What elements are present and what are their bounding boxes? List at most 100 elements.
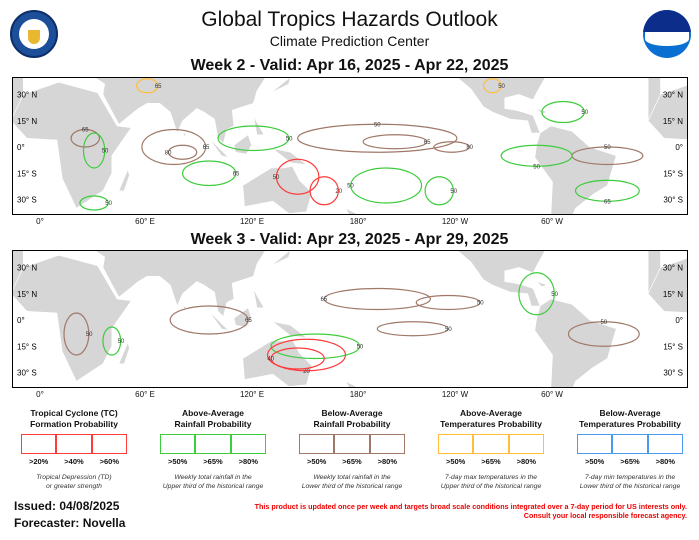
- lat-label: 30° N: [663, 91, 683, 100]
- land-shape: [253, 288, 265, 309]
- contour-label: 50: [581, 110, 588, 116]
- land-shape: [13, 81, 132, 209]
- legend-desc: Weekly total rainfall in the Lower third …: [301, 474, 403, 490]
- contour-label: 50: [273, 175, 280, 181]
- lon-label: 180°: [349, 390, 367, 399]
- lat-label: 15° N: [17, 290, 37, 299]
- legend-pct: >65%: [481, 457, 501, 466]
- land-shape: [233, 134, 252, 155]
- legend-swatches: [160, 434, 266, 454]
- lat-label: 0°: [17, 143, 25, 152]
- legend-pct: >65%: [203, 457, 223, 466]
- land-shape: [242, 165, 313, 214]
- below-rain-contour: [376, 321, 449, 337]
- contour-label: 65: [321, 297, 328, 303]
- issued-date: Issued: 04/08/2025: [14, 499, 120, 513]
- lat-label: 15° S: [663, 169, 683, 178]
- disclaimer-line: This product is updated once per week an…: [254, 502, 687, 511]
- contour-label: 50: [86, 332, 93, 338]
- lon-label: 120° W: [441, 390, 469, 399]
- lon-label: 180°: [349, 217, 367, 226]
- lat-label: 15° S: [17, 342, 37, 351]
- below-rain-contour: [169, 305, 249, 335]
- contour-label: 65: [82, 128, 89, 134]
- page-title: Global Tropics Hazards Outlook: [201, 8, 498, 31]
- legend-pct: >40%: [64, 457, 84, 466]
- noaa-logo: [643, 10, 691, 58]
- legend-pct: >65%: [620, 457, 640, 466]
- contour-label: 50: [357, 344, 364, 350]
- above-rain-contour: [500, 144, 573, 167]
- contour-label: 40: [267, 357, 274, 363]
- land-shape: [13, 254, 132, 382]
- below-rain-contour: [433, 141, 470, 153]
- week3-map: 65 65 50 50 50 50 50 50 50 20 40 30° N 30° N 15° N 15°…: [12, 250, 688, 388]
- legend-pct: >80%: [655, 457, 676, 466]
- page-subtitle: Climate Prediction Center: [269, 33, 430, 49]
- legend-title: Below-Average Rainfall Probability: [313, 408, 391, 429]
- land-shape: [344, 207, 357, 214]
- above-rain-contour: [541, 100, 585, 124]
- contour-label: 50: [601, 320, 608, 326]
- below-rain-contour: [167, 144, 198, 160]
- lon-label: 120° W: [441, 217, 469, 226]
- contour-label: 50: [374, 122, 381, 128]
- below-rain-contour: [141, 128, 207, 166]
- contour-label: 65: [424, 140, 431, 146]
- lat-label: 30° S: [663, 196, 683, 205]
- week2-title: Week 2 - Valid: Apr 16, 2025 - Apr 22, 2…: [190, 57, 509, 74]
- land-shape: [272, 148, 308, 165]
- legend-desc: Tropical Depression (TD) or greater stren…: [36, 474, 112, 490]
- tc-contour: [266, 338, 347, 372]
- doc-seal-logo: [10, 10, 58, 58]
- contour-label: 50: [347, 184, 354, 190]
- below-rain-contour: [323, 287, 431, 311]
- land-shape: [270, 251, 291, 267]
- land-shape: [270, 78, 291, 94]
- tc-contour: [275, 158, 320, 195]
- contour-label: 65: [233, 171, 240, 177]
- above-rain-contour: [270, 333, 361, 360]
- lat-label: 0°: [675, 316, 683, 325]
- disclaimer: This product is updated once per week an…: [255, 502, 687, 520]
- legend-desc: 7-day min temperatures in the Lower third…: [579, 474, 681, 490]
- lon-label: 120° E: [239, 217, 265, 226]
- legend-item: Tropical Cyclone (TC) Formation Probabili…: [8, 408, 140, 491]
- lon-label: 60° E: [135, 390, 155, 399]
- land-shape: [534, 298, 617, 387]
- below-rain-contour: [63, 312, 90, 356]
- legend-item: Below-Average Temperatures Probability >5…: [564, 408, 696, 491]
- lon-label: 0°: [36, 390, 44, 399]
- land-shape: [647, 258, 687, 313]
- disclaimer-line: Consult your local responsible forecast …: [523, 511, 687, 520]
- tc-contour: [309, 176, 339, 206]
- lat-label: 0°: [675, 143, 683, 152]
- land-shape: [182, 131, 187, 138]
- land-shape: [647, 251, 661, 294]
- contour-label: 50: [450, 189, 457, 195]
- legend-title: Below-Average Temperatures Probability: [579, 408, 681, 429]
- land-shape: [208, 311, 230, 332]
- legend-pct: >20%: [28, 457, 49, 466]
- legend-pct: >50%: [584, 457, 605, 466]
- contour-label: 50: [551, 292, 558, 298]
- contour-label: 65: [245, 318, 252, 324]
- land-shape: [457, 251, 546, 307]
- contour-label: 80: [466, 145, 473, 151]
- lat-label: 30° N: [663, 264, 683, 273]
- lat-label: 15° N: [17, 117, 37, 126]
- land-shape: [647, 78, 661, 121]
- contour-label: 50: [118, 339, 125, 345]
- legend-pct: >60%: [99, 457, 120, 466]
- legend-desc: Weekly total rainfall in the Upper third …: [162, 474, 264, 490]
- legend-pct: >50%: [167, 457, 188, 466]
- contour-label: 50: [477, 301, 484, 307]
- lon-label: 60° E: [135, 217, 155, 226]
- land-shape: [534, 125, 617, 214]
- forecaster: Forecaster: Novella: [14, 516, 126, 530]
- land-shape: [344, 380, 357, 387]
- legend-pct: >50%: [306, 457, 327, 466]
- legend-item: Below-Average Rainfall Probability >50% >6…: [286, 408, 418, 491]
- land-shape: [272, 321, 308, 338]
- below-rain-contour: [70, 128, 101, 148]
